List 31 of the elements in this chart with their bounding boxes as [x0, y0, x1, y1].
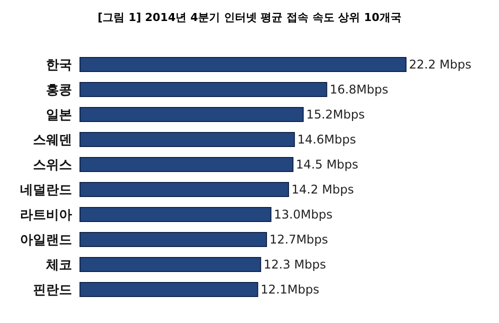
y-tick-label: 아일랜드	[20, 233, 72, 248]
y-tick-label: 라트비아	[20, 208, 72, 224]
bar	[80, 132, 295, 147]
data-label: 14.6Mbps	[297, 132, 356, 146]
data-label: 14.2 Mbps	[292, 182, 354, 196]
bar	[80, 232, 267, 247]
data-label: 12.7Mbps	[269, 232, 328, 246]
data-label: 15.2Mbps	[306, 108, 365, 122]
bar	[80, 107, 304, 122]
data-label: 16.8Mbps	[330, 82, 388, 96]
y-tick-label: 일본	[46, 108, 72, 124]
data-label: 22.2 Mbps	[409, 58, 472, 72]
data-label: 13.0Mbps	[274, 208, 332, 222]
bar	[80, 257, 262, 272]
y-tick-label: 스위스	[33, 158, 72, 174]
y-tick-label: 한국	[46, 58, 72, 74]
y-tick-label: 홍콩	[46, 83, 72, 98]
y-tick-label: 네덜란드	[20, 183, 72, 198]
data-label: 12.1Mbps	[260, 282, 320, 296]
bar	[80, 157, 294, 172]
bar	[80, 282, 258, 297]
y-tick-label: 핀란드	[33, 283, 72, 298]
bar	[80, 82, 328, 97]
bar	[80, 207, 272, 222]
data-label: 12.3 Mbps	[264, 258, 326, 272]
bar	[80, 57, 406, 72]
y-tick-label: 체코	[45, 258, 72, 274]
y-tick-label: 스웨덴	[33, 133, 72, 148]
data-label: 14.5 Mbps	[296, 158, 358, 172]
bar	[80, 182, 290, 197]
chart-title: [그림 1] 2014년 4분기 인터넷 평균 접속 속도 상위 10개국	[96, 10, 402, 26]
